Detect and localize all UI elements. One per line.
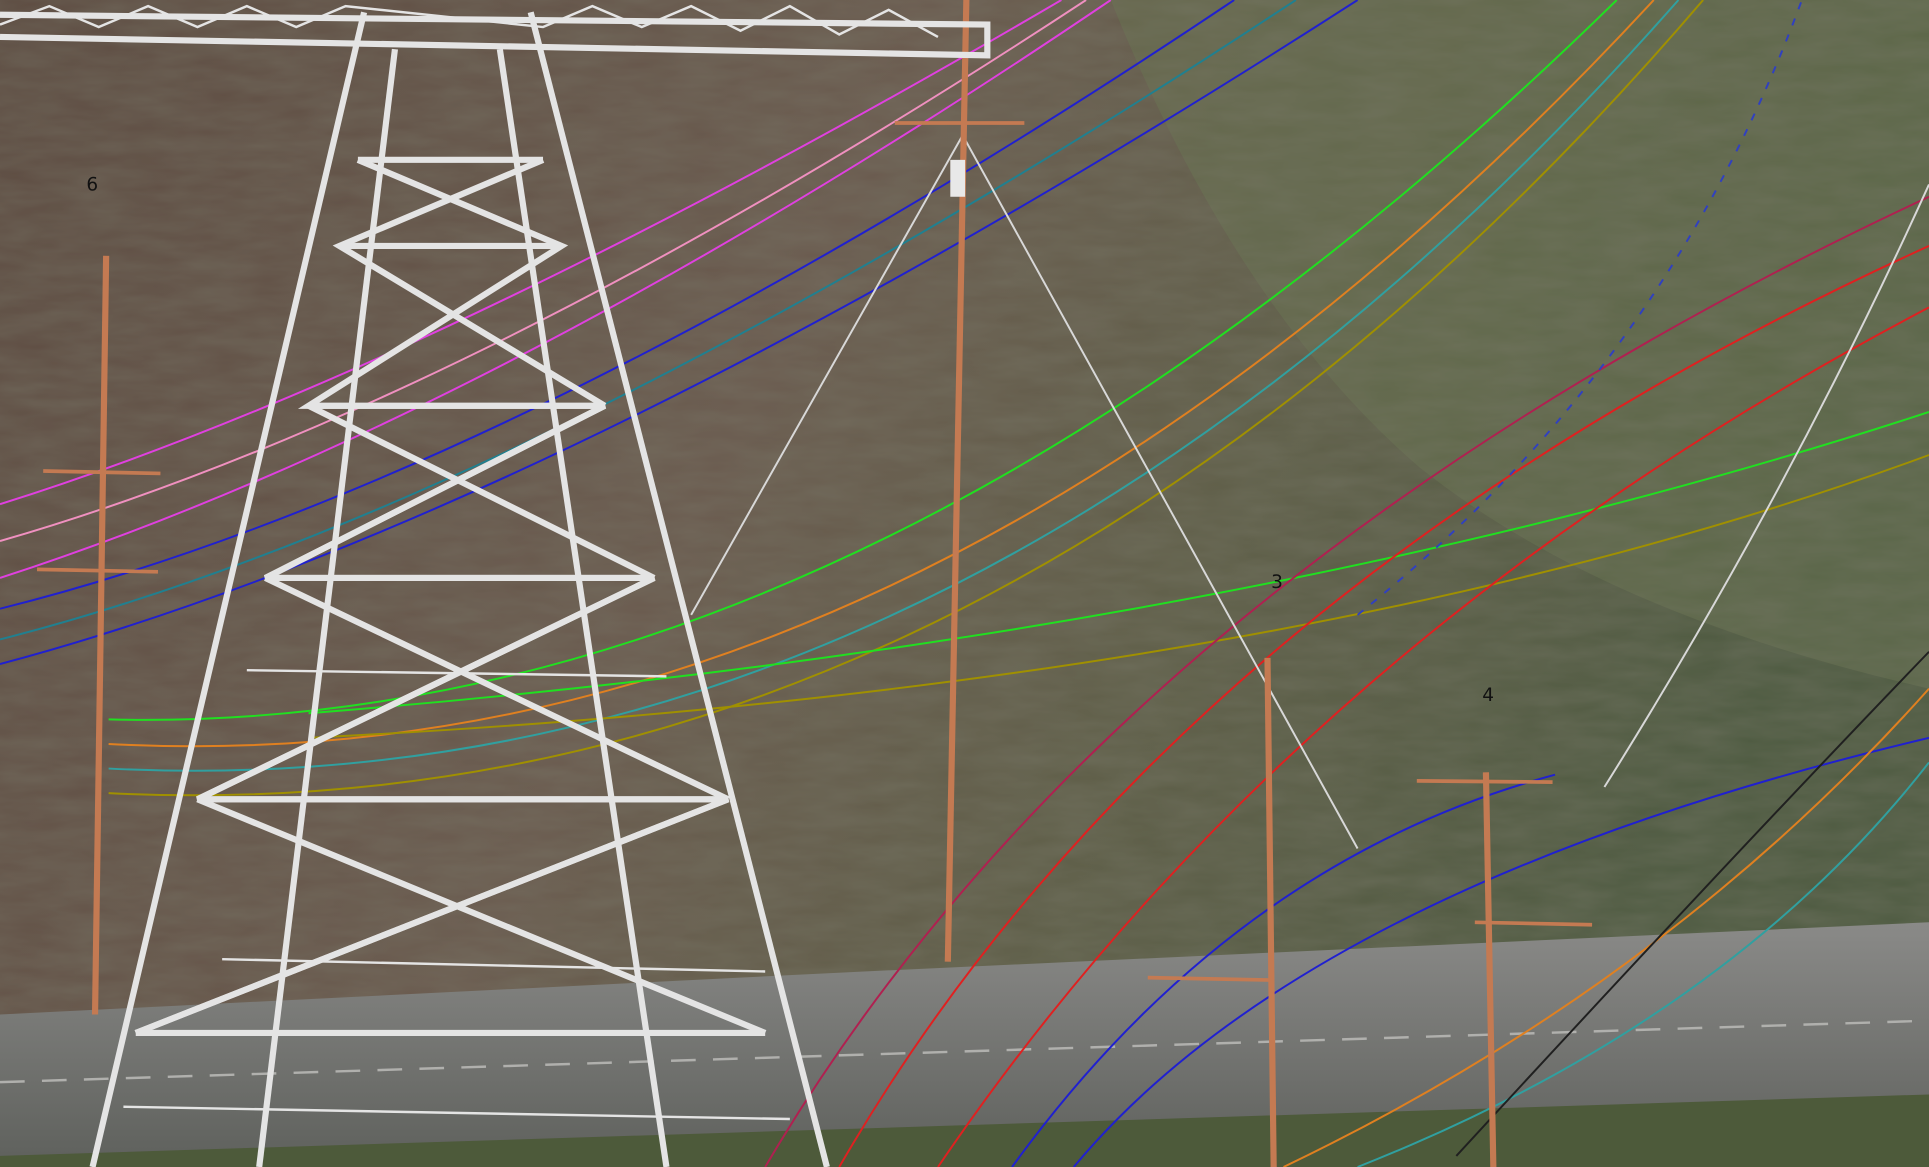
structure-label: 4 — [1482, 685, 1494, 706]
road-marking — [0, 1019, 1929, 1084]
wood-poles — [36, 0, 1593, 1167]
structure-label: 3 — [1271, 572, 1283, 593]
verge — [0, 1094, 1929, 1167]
road — [0, 922, 1929, 1167]
structure-label: 6 — [86, 175, 98, 196]
lattice-tower — [0, 4, 991, 1167]
